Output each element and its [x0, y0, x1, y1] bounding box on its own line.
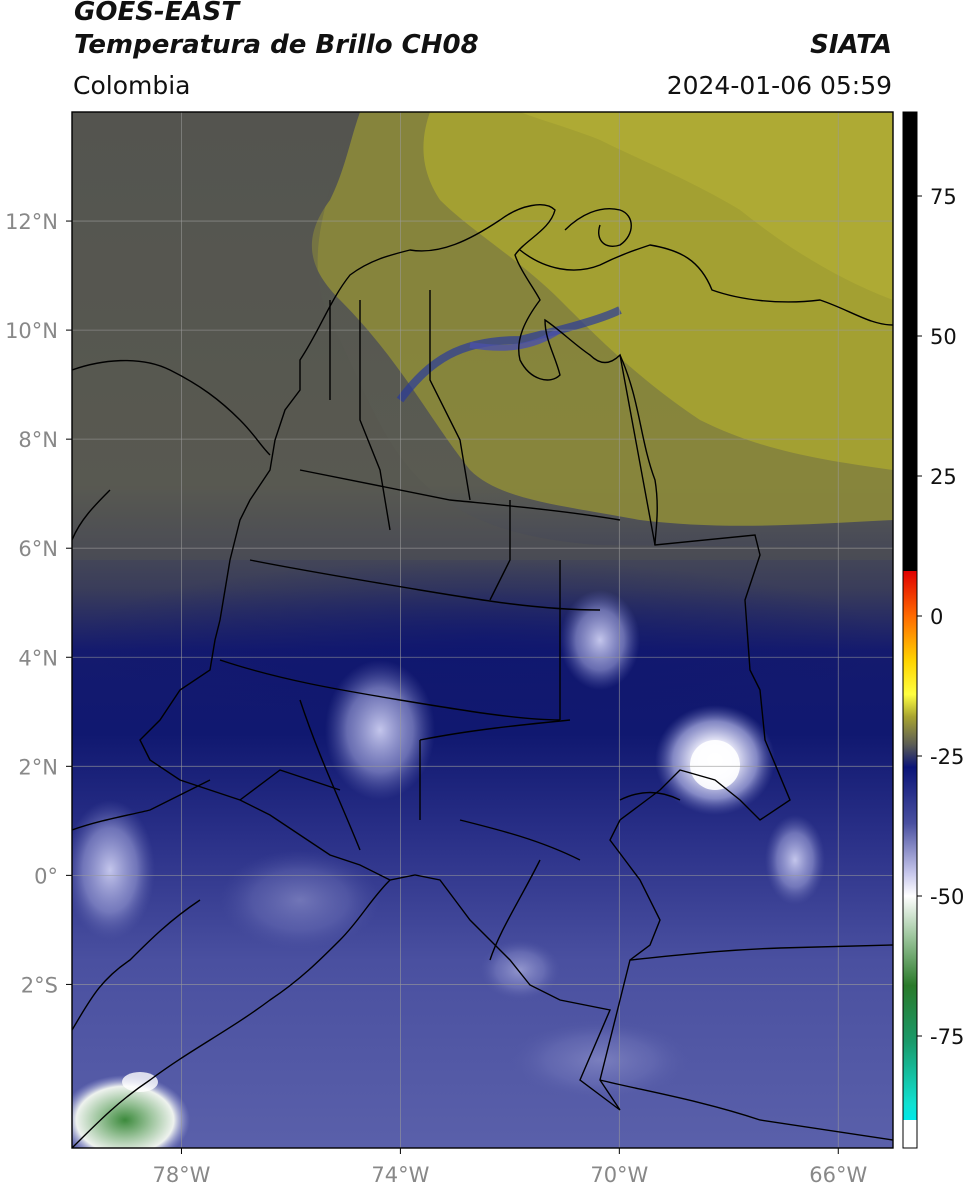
colorbar-tick-label: 50 [930, 325, 957, 349]
latitude-labels: 12°N 10°N 8°N 6°N 4°N 2°N 0° 2°S [5, 210, 72, 997]
title-line-2: Temperatura de Brillo CH08 [74, 30, 479, 60]
lat-tick-label: 10°N [5, 319, 58, 343]
lat-tick-label: 2°N [18, 755, 58, 779]
lat-tick-label: 2°S [21, 973, 58, 997]
datetime-label: 2024-01-06 05:59 [666, 71, 892, 100]
colorbar-tick-label: 75 [930, 185, 957, 209]
lon-tick-label: 66°W [809, 1163, 867, 1187]
colorbar-gradient [903, 112, 917, 1148]
region-label: Colombia [73, 71, 191, 100]
lat-tick-label: 4°N [18, 646, 58, 670]
lat-tick-label: 6°N [18, 537, 58, 561]
colorbar-tick-label: -25 [930, 745, 964, 769]
lat-tick-label: 8°N [18, 428, 58, 452]
brand-label: SIATA [810, 30, 892, 60]
lon-tick-label: 70°W [590, 1163, 648, 1187]
map-frame [71, 111, 894, 1149]
lon-tick-label: 78°W [152, 1163, 210, 1187]
lon-tick-label: 74°W [371, 1163, 429, 1187]
lat-tick-label: 0° [34, 864, 58, 888]
lat-tick-label: 12°N [5, 210, 58, 234]
political-borders [72, 204, 893, 1148]
colorbar-tick-label: 25 [930, 465, 957, 489]
colorbar-ticks: 75 50 25 0 -25 -50 -75 [917, 185, 964, 1049]
colorbar-frame [902, 111, 918, 1149]
brightness-temperature-image [72, 112, 893, 1148]
map-gridlines [72, 112, 893, 1148]
longitude-labels: 78°W 74°W 70°W 66°W [152, 1148, 867, 1187]
colorbar: 75 50 25 0 -25 -50 -75 [902, 111, 964, 1149]
colorbar-tick-label: -50 [930, 885, 964, 909]
title-line-1: GOES-EAST [74, 0, 240, 27]
colorbar-tick-label: -75 [930, 1025, 964, 1049]
colorbar-tick-label: 0 [930, 605, 943, 629]
